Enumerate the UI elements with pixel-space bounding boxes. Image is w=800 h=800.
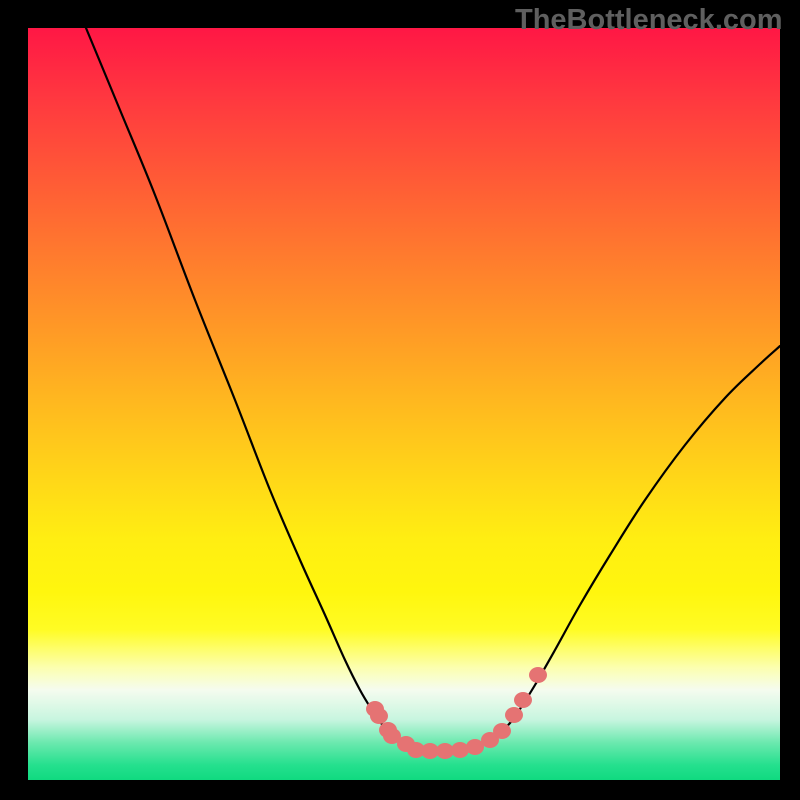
data-marker [370, 708, 388, 724]
data-marker [505, 707, 523, 723]
data-marker [451, 742, 469, 758]
plot-gradient-background [28, 28, 780, 780]
data-marker [514, 692, 532, 708]
data-marker [529, 667, 547, 683]
watermark-text: TheBottleneck.com [515, 4, 783, 37]
bottleneck-chart [0, 0, 800, 800]
data-marker [493, 723, 511, 739]
